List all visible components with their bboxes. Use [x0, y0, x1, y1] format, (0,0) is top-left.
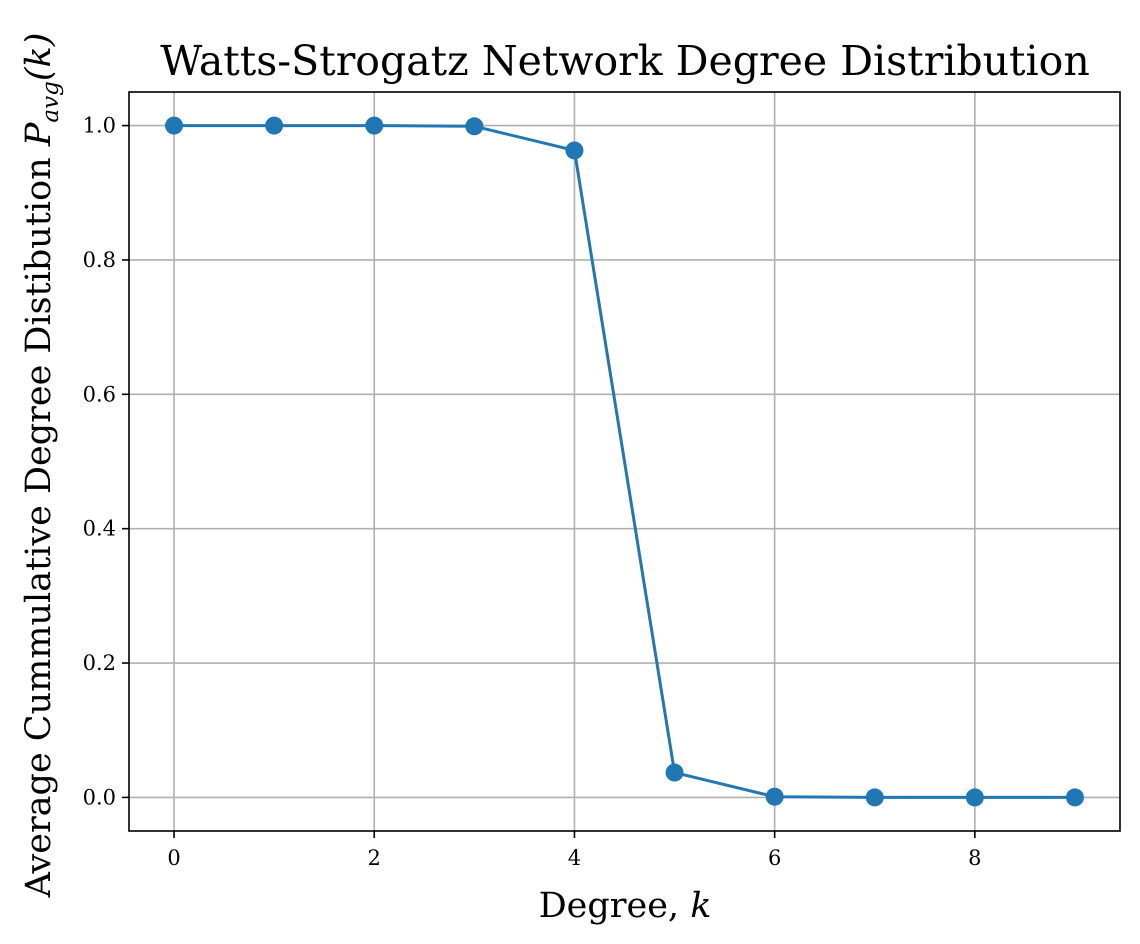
x-axis-label-text: Degree,: [539, 886, 691, 926]
y-tick-label: 0.4: [83, 517, 116, 541]
series-line-layer: [174, 124, 1075, 799]
data-point: [765, 787, 784, 806]
x-axis-label-variable: k: [690, 886, 711, 926]
y-tick-label: 0.0: [83, 785, 116, 809]
data-point: [565, 141, 584, 160]
x-tick-label: 4: [568, 846, 581, 870]
x-tick-label: 2: [368, 846, 381, 870]
y-axis-label-variable: P: [19, 121, 59, 147]
data-point: [665, 763, 684, 782]
data-point: [865, 788, 884, 807]
data-point: [165, 116, 184, 135]
y-axis-label-argument: (k): [19, 33, 59, 82]
series-line: [174, 124, 1075, 799]
y-tick-label: 0.6: [83, 382, 116, 406]
data-points: [165, 116, 1084, 807]
data-point: [1065, 788, 1084, 807]
y-axis-label-subscript: avg: [38, 81, 64, 122]
x-tick-label: 6: [768, 846, 781, 870]
x-tick-label: 8: [968, 846, 981, 870]
y-tick-label: 0.8: [83, 248, 116, 272]
x-tick-label: 0: [167, 846, 180, 870]
y-tick-label: 1.0: [83, 114, 116, 138]
data-point: [965, 788, 984, 807]
data-point: [465, 117, 484, 136]
data-point: [365, 116, 384, 135]
axis-ticks: 0 2 4 6 8 0.0 0.2 0.4 0.6 0.8 1.0: [83, 114, 982, 870]
y-axis-label: Average Cummulative Degree Distibution P…: [19, 33, 64, 899]
y-tick-label: 0.2: [83, 651, 116, 675]
data-point: [265, 116, 284, 135]
y-axis-label-text: Average Cummulative Degree Distibution: [19, 146, 59, 898]
chart-title: Watts-Strogatz Network Degree Distributi…: [160, 37, 1089, 85]
x-axis-label: Degree, k: [539, 886, 712, 926]
plot-frame: [128, 91, 1121, 832]
